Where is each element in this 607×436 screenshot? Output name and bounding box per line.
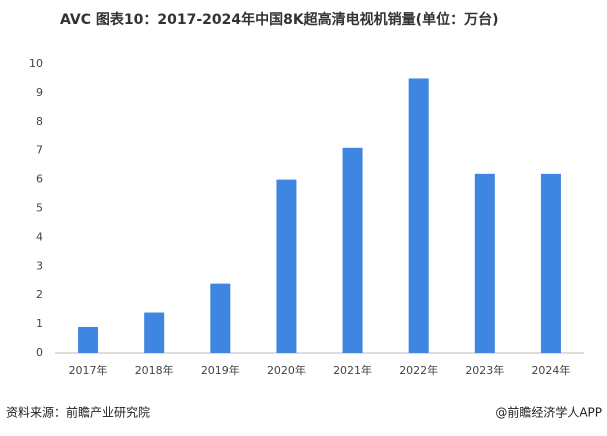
bar <box>144 312 165 353</box>
y-tick-label: 2 <box>36 288 43 301</box>
x-tick-label: 2020年 <box>267 363 306 377</box>
x-tick-label: 2021年 <box>333 363 372 377</box>
y-tick-label: 6 <box>36 173 43 186</box>
y-tick-label: 8 <box>36 115 43 128</box>
x-tick-label: 2017年 <box>69 363 108 377</box>
y-tick-label: 4 <box>36 230 43 243</box>
y-tick-label: 5 <box>36 202 43 215</box>
x-tick-label: 2018年 <box>135 363 174 377</box>
bar <box>210 283 231 353</box>
y-tick-label: 3 <box>36 259 43 272</box>
bar <box>408 78 429 353</box>
x-tick-label: 2019年 <box>201 363 240 377</box>
x-tick-label: 2024年 <box>531 363 570 377</box>
bar <box>276 179 297 353</box>
bar <box>342 147 363 353</box>
x-tick-label: 2022年 <box>399 363 438 377</box>
y-tick-label: 1 <box>36 317 43 330</box>
bar <box>78 326 99 353</box>
x-tick-label: 2023年 <box>465 363 504 377</box>
chart-title: AVC 图表10：2017-2024年中国8K超高清电视机销量(单位：万台) <box>60 11 498 28</box>
credit: @前瞻经济学人APP <box>495 405 602 420</box>
y-tick-label: 9 <box>36 86 43 99</box>
y-tick-label: 10 <box>29 57 43 70</box>
bar <box>540 173 561 353</box>
y-tick-label: 7 <box>36 144 43 157</box>
bar <box>474 173 495 353</box>
source: 资料来源：前瞻产业研究院 <box>6 405 150 420</box>
y-tick-label: 0 <box>36 346 43 359</box>
